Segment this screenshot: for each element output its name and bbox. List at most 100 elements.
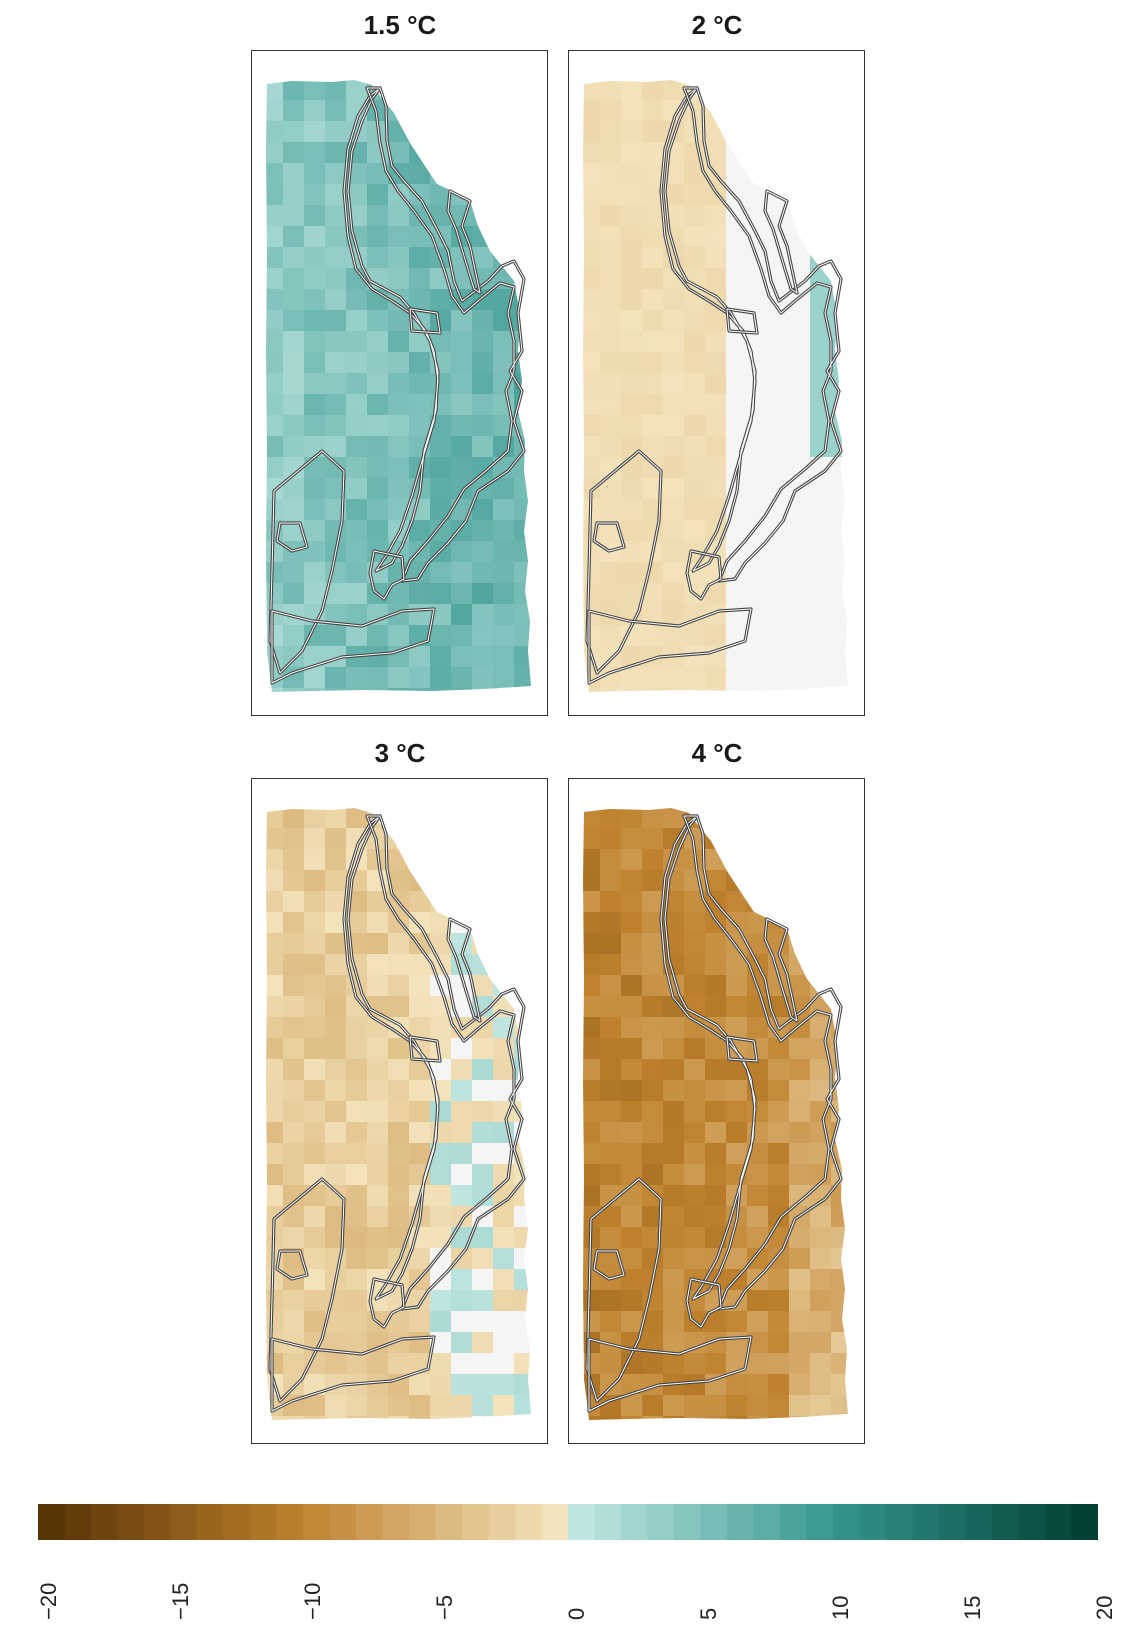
map-cell (852, 1059, 864, 1081)
map-cell (346, 1248, 368, 1270)
map-cell (493, 1332, 515, 1354)
map-cell (304, 1185, 326, 1207)
map-cell (367, 667, 389, 689)
map-cell (325, 1353, 347, 1375)
map-cell (493, 912, 515, 934)
colorbar-step (727, 1504, 755, 1540)
map-cell (747, 688, 769, 692)
map-cell (283, 457, 305, 479)
map-cell (346, 520, 368, 542)
map-cell (642, 891, 664, 913)
map-cell (535, 562, 547, 584)
map-cell (493, 646, 515, 668)
map-cell (493, 163, 515, 185)
map-cell (600, 1332, 622, 1354)
map-cell (266, 163, 284, 185)
colorbar-step (488, 1504, 516, 1540)
map-cell (493, 184, 515, 206)
map-cell (726, 394, 748, 416)
map-cell (346, 583, 368, 605)
map-cell (388, 583, 410, 605)
map-cell (852, 268, 864, 290)
map-cell (367, 205, 389, 227)
map-cell (852, 541, 864, 563)
map-cell (663, 394, 685, 416)
map-cell (514, 667, 531, 689)
map-cell (346, 1416, 368, 1420)
map-cell (705, 1122, 727, 1144)
map-cell (747, 436, 769, 458)
map-cell (852, 352, 864, 374)
map-cell (705, 436, 727, 458)
map-cell (810, 121, 832, 143)
map-cell (493, 1311, 515, 1333)
map-cell (367, 954, 389, 976)
map-cell (535, 415, 547, 437)
map-cell (852, 1290, 864, 1312)
map-cell (535, 688, 547, 710)
map-cell (304, 1206, 326, 1228)
map-cell (367, 625, 389, 647)
map-cell (535, 1395, 547, 1417)
map-cell (283, 184, 305, 206)
map-cell (852, 226, 864, 248)
map-cell (367, 1227, 389, 1249)
map-panel-4c (568, 778, 865, 1444)
map-cell (346, 1311, 368, 1333)
map-cell (684, 1059, 706, 1081)
map-cell (583, 954, 601, 976)
map-cell (514, 1353, 531, 1375)
map-cell (409, 1416, 431, 1420)
map-cell (789, 142, 811, 164)
map-cell (451, 1311, 473, 1333)
map-cell (388, 870, 410, 892)
map-cell (726, 184, 748, 206)
map-cell (705, 373, 727, 395)
map-cell (583, 1101, 601, 1123)
map-cell (852, 891, 864, 913)
map-cell (346, 1017, 368, 1039)
map-cell (283, 1374, 305, 1396)
map-cell (304, 808, 326, 829)
map-cell (831, 1353, 848, 1375)
map-cell (684, 688, 706, 692)
map-cell (705, 583, 727, 605)
map-cell (283, 808, 305, 829)
region-boundary-inner (369, 1278, 405, 1328)
map-cell (535, 646, 547, 668)
map-cell (789, 1038, 811, 1060)
map-cell (535, 996, 547, 1018)
map-cell (535, 205, 547, 227)
map-cell (325, 205, 347, 227)
map-cell (266, 289, 284, 311)
map-cell (583, 828, 601, 850)
map-cell (514, 100, 531, 122)
map-cell (346, 604, 368, 626)
map-cell (304, 975, 326, 997)
map-cell (663, 331, 685, 353)
map-cell (346, 184, 368, 206)
map-cell (768, 1164, 790, 1186)
map-cell (747, 1290, 769, 1312)
map-cell (514, 184, 531, 206)
colorbar-step (647, 1504, 675, 1540)
map-cell (831, 1374, 848, 1396)
map-cell (747, 912, 769, 934)
map-cell (266, 1080, 284, 1102)
map-cell (600, 478, 622, 500)
map-cell (810, 226, 832, 248)
map-cell (325, 996, 347, 1018)
map-cell (266, 205, 284, 227)
map-cell (789, 828, 811, 850)
map-cell (810, 1101, 832, 1123)
map-cell (325, 226, 347, 248)
map-cell (768, 1332, 790, 1354)
colorbar-step (806, 1504, 834, 1540)
map-cell (514, 849, 531, 871)
map-fill-layer (583, 80, 864, 692)
map-cell (789, 870, 811, 892)
map-cell (831, 1017, 848, 1039)
map-cell (583, 1038, 601, 1060)
map-cell (747, 1311, 769, 1333)
map-cell (388, 1164, 410, 1186)
